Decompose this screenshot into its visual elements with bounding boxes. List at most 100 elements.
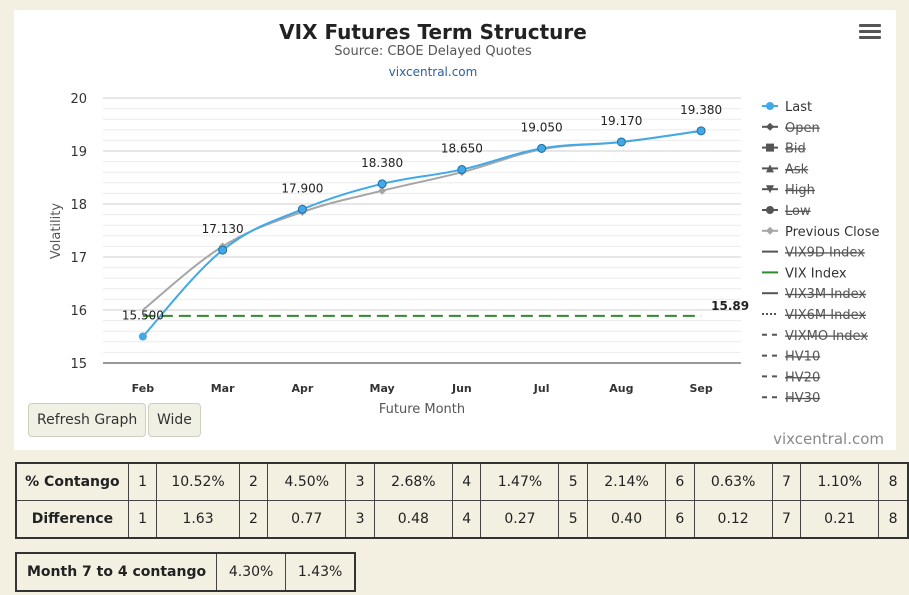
legend-item-vix9d-index[interactable]: VIX9D Index bbox=[762, 246, 865, 261]
legend-item-last[interactable]: Last bbox=[762, 100, 812, 115]
value-cell: 2.14% bbox=[587, 462, 667, 501]
chart-title: VIX Futures Term Structure bbox=[279, 20, 587, 44]
vix-index-label: 15.89 bbox=[711, 299, 749, 313]
legend-item-high[interactable]: High bbox=[762, 183, 815, 198]
data-label: 18.650 bbox=[441, 142, 483, 156]
legend-item-open[interactable]: Open bbox=[762, 121, 820, 136]
month-contango-value: 4.30% bbox=[216, 552, 287, 592]
chart-menu-button[interactable] bbox=[859, 22, 881, 42]
legend-label: Last bbox=[785, 100, 812, 115]
x-tick-label: Apr bbox=[291, 382, 313, 395]
data-label: 17.130 bbox=[202, 222, 244, 236]
last-marker[interactable] bbox=[457, 165, 467, 175]
last-marker[interactable] bbox=[616, 137, 626, 147]
legend-item-hv30[interactable]: HV30 bbox=[762, 391, 820, 406]
value-cell: 4.50% bbox=[267, 462, 347, 501]
contango-table: % Contango 1 10.52% 2 4.50% 3 2.68% 4 1.47% 5 2.14… bbox=[15, 462, 909, 539]
x-axis: Feb Mar Apr May Jun Jul Aug Sep bbox=[132, 382, 713, 395]
month-index-cell: 4 bbox=[451, 462, 482, 501]
month-index-cell: 6 bbox=[665, 500, 695, 539]
month-contango-table: Month 7 to 4 contango 4.30% 1.43% bbox=[15, 552, 357, 592]
legend-item-vix-index[interactable]: VIX Index bbox=[762, 266, 847, 281]
x-tick-label: May bbox=[370, 382, 395, 395]
chart: VIX Futures Term Structure Source: CBOE … bbox=[49, 20, 880, 417]
contango-table-row: Difference 1 1.63 2 0.77 3 0.48 4 0.27 5 0.40 6 0.12… bbox=[15, 500, 909, 539]
legend-item-vix3m-index[interactable]: VIX3M Index bbox=[762, 287, 866, 302]
y-axis: 15 16 17 18 19 20 bbox=[70, 92, 87, 372]
legend-item-ask[interactable]: Ask bbox=[762, 162, 809, 177]
legend-triangle-down-icon bbox=[766, 185, 774, 194]
row-header: % Contango bbox=[15, 462, 129, 501]
refresh-graph-button[interactable]: Refresh Graph bbox=[28, 403, 147, 437]
y-tick-label: 15 bbox=[70, 357, 87, 372]
last-marker[interactable] bbox=[537, 143, 547, 153]
legend-triangle-icon bbox=[766, 164, 774, 173]
month-index-cell: 2 bbox=[238, 462, 269, 501]
value-cell: 0.77 bbox=[267, 500, 347, 539]
x-tick-label: Jun bbox=[451, 382, 472, 395]
month-index-cell: 1 bbox=[127, 462, 158, 501]
legend-label: Low bbox=[785, 204, 811, 219]
source-link[interactable]: vixcentral.com bbox=[389, 65, 478, 79]
legend-item-hv10[interactable]: HV10 bbox=[762, 350, 820, 365]
legend-circle-icon bbox=[766, 206, 774, 214]
y-tick-label: 20 bbox=[70, 92, 87, 107]
value-cell: 0.40 bbox=[587, 500, 667, 539]
month-index-cell: 2 bbox=[238, 500, 269, 539]
legend-diamond-icon bbox=[766, 226, 774, 235]
value-cell: 0.12 bbox=[693, 500, 773, 539]
wide-button[interactable]: Wide bbox=[148, 403, 201, 437]
legend-item-bid[interactable]: Bid bbox=[762, 142, 806, 157]
last-marker[interactable] bbox=[138, 332, 147, 341]
legend-label: VIX3M Index bbox=[785, 287, 866, 302]
legend-label: HV10 bbox=[785, 350, 820, 365]
data-label: 15.500 bbox=[122, 309, 164, 323]
month-index-cell: 7 bbox=[771, 500, 802, 539]
row-header: Difference bbox=[15, 500, 129, 539]
previous-close-line bbox=[142, 129, 702, 311]
month-index-cell: 3 bbox=[345, 462, 375, 501]
grid bbox=[103, 97, 741, 364]
month-index-cell: 3 bbox=[345, 500, 375, 539]
x-tick-label: Sep bbox=[689, 382, 712, 395]
data-label: 18.380 bbox=[361, 156, 403, 170]
last-marker[interactable] bbox=[696, 126, 706, 136]
data-label: 17.900 bbox=[281, 181, 323, 195]
month-index-cell: 8 bbox=[878, 500, 909, 539]
menu-bar-icon bbox=[859, 30, 881, 33]
data-label: 19.170 bbox=[600, 114, 642, 128]
value-cell: 0.21 bbox=[800, 500, 880, 539]
value-cell: 0.27 bbox=[480, 500, 560, 539]
month-index-cell: 1 bbox=[127, 500, 158, 539]
legend-label: Ask bbox=[785, 162, 809, 177]
legend-item-low[interactable]: Low bbox=[762, 204, 811, 219]
last-marker[interactable] bbox=[297, 204, 307, 214]
legend-label: VIX Index bbox=[785, 266, 847, 281]
legend-label: VIX6M Index bbox=[785, 308, 866, 323]
legend-diamond-icon bbox=[766, 122, 774, 131]
y-tick-label: 18 bbox=[70, 198, 87, 213]
legend-label: Previous Close bbox=[785, 225, 880, 240]
y-axis-title: Volatility bbox=[49, 203, 64, 259]
data-label: 19.380 bbox=[680, 103, 722, 117]
legend-label: HV20 bbox=[785, 370, 820, 385]
y-tick-label: 16 bbox=[70, 304, 87, 319]
month-contango-label: Month 7 to 4 contango bbox=[15, 552, 218, 592]
y-tick-label: 17 bbox=[70, 251, 87, 266]
x-tick-label: Feb bbox=[132, 382, 155, 395]
legend-item-previous-close[interactable]: Previous Close bbox=[762, 225, 880, 240]
previous-close-marker bbox=[378, 186, 387, 195]
legend-item-vix6m-index[interactable]: VIX6M Index bbox=[762, 308, 866, 323]
legend-item-hv20[interactable]: HV20 bbox=[762, 370, 820, 385]
x-tick-label: Aug bbox=[609, 382, 633, 395]
legend-item-vixmo-index[interactable]: VIXMO Index bbox=[762, 329, 868, 344]
last-marker[interactable] bbox=[218, 245, 228, 255]
month-index-cell: 5 bbox=[558, 500, 589, 539]
legend-label: Open bbox=[785, 121, 820, 136]
value-cell: 1.47% bbox=[480, 462, 560, 501]
value-cell: 2.68% bbox=[373, 462, 453, 501]
legend-square-icon bbox=[766, 143, 774, 152]
x-tick-label: Mar bbox=[211, 382, 235, 395]
value-cell: 1.63 bbox=[156, 500, 240, 539]
last-marker[interactable] bbox=[377, 179, 387, 189]
